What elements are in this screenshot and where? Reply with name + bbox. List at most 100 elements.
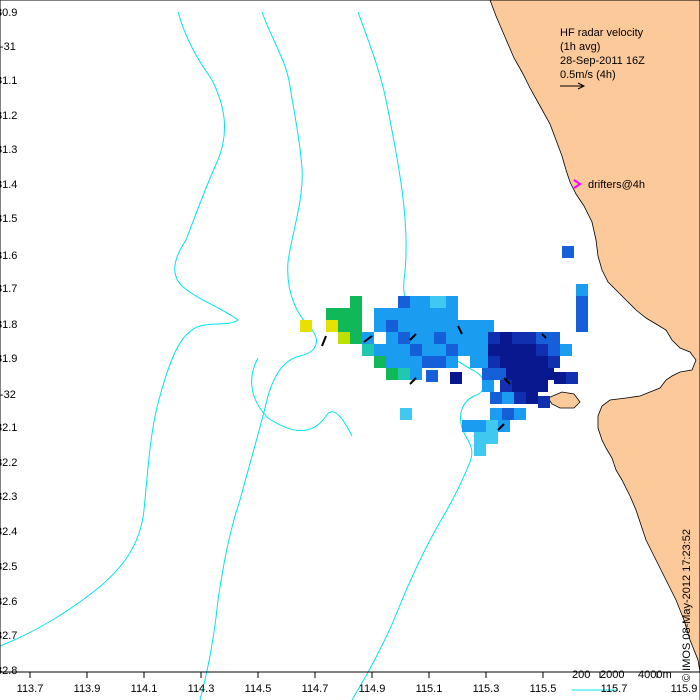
velocity-arrow bbox=[363, 335, 373, 343]
radar-cell bbox=[338, 308, 350, 320]
land-mass bbox=[489, 0, 700, 700]
radar-cell bbox=[410, 320, 422, 332]
radar-cell bbox=[422, 344, 434, 356]
contour-2000m bbox=[199, 11, 317, 700]
radar-cell bbox=[576, 320, 588, 332]
velocity-arrow bbox=[321, 335, 327, 347]
radar-cell bbox=[410, 356, 422, 368]
radar-cell bbox=[554, 372, 566, 384]
velocity-arrow bbox=[409, 377, 417, 385]
radar-cell bbox=[398, 356, 410, 368]
radar-cell bbox=[470, 356, 482, 368]
radar-cell bbox=[398, 344, 410, 356]
radar-cell bbox=[350, 332, 362, 344]
radar-cell bbox=[398, 320, 410, 332]
radar-cell bbox=[500, 356, 512, 368]
radar-cell bbox=[338, 320, 350, 332]
radar-cell bbox=[446, 320, 458, 332]
radar-cell bbox=[398, 332, 410, 344]
radar-cell bbox=[446, 332, 458, 344]
contour-4000m bbox=[0, 11, 239, 647]
radar-cell bbox=[398, 308, 410, 320]
y-tick-label: 32.1 bbox=[0, 422, 17, 434]
radar-cell bbox=[486, 420, 498, 432]
bathymetry-legend-2000: 2000 bbox=[600, 669, 624, 681]
radar-cell bbox=[458, 332, 470, 344]
x-tick-label: 115.7 bbox=[601, 683, 628, 695]
velocity-arrow bbox=[409, 333, 417, 341]
y-tick-label: 32.3 bbox=[0, 491, 17, 503]
radar-cell bbox=[474, 432, 486, 444]
peninsula bbox=[547, 391, 581, 409]
radar-cell bbox=[562, 246, 574, 258]
title-line-1: HF radar velocity bbox=[560, 27, 644, 39]
radar-cell bbox=[410, 296, 422, 308]
y-tick-label: 31.3 bbox=[0, 144, 17, 156]
radar-cell bbox=[422, 308, 434, 320]
radar-cell bbox=[524, 380, 536, 392]
radar-cell bbox=[542, 368, 554, 380]
y-tick-label: 32.8 bbox=[0, 665, 17, 677]
radar-cell bbox=[374, 356, 386, 368]
y-tick-label: 31.9 bbox=[0, 353, 17, 365]
radar-cell bbox=[386, 368, 398, 380]
radar-cell bbox=[512, 332, 524, 344]
radar-cell bbox=[434, 344, 446, 356]
radar-cell bbox=[518, 368, 530, 380]
x-tick-label: 114.7 bbox=[302, 683, 329, 695]
radar-cell bbox=[410, 308, 422, 320]
y-tick-label: 31.6 bbox=[0, 250, 17, 262]
radar-cell bbox=[434, 356, 446, 368]
bathymetry-legend-4000: 4000m bbox=[638, 669, 672, 681]
radar-cell bbox=[538, 396, 550, 408]
radar-cell bbox=[502, 392, 514, 404]
radar-cell bbox=[488, 344, 500, 356]
y-axis-labels: 30.9 -31 31.1 31.2 31.3 31.4 31.5 31.6 3… bbox=[0, 7, 17, 677]
radar-cell bbox=[374, 344, 386, 356]
radar-cell bbox=[576, 284, 588, 296]
y-tick-label: 32.4 bbox=[0, 526, 17, 538]
radar-cell bbox=[386, 344, 398, 356]
radar-cell bbox=[506, 368, 518, 380]
radar-cell bbox=[512, 344, 524, 356]
radar-cell bbox=[386, 320, 398, 332]
y-tick-label: 31.5 bbox=[0, 213, 17, 225]
radar-cell bbox=[548, 332, 560, 344]
x-axis-ticks bbox=[29, 672, 658, 678]
radar-cell bbox=[458, 344, 470, 356]
radar-cell bbox=[500, 332, 512, 344]
radar-cell bbox=[524, 344, 536, 356]
radar-cell bbox=[500, 380, 512, 392]
y-tick-label: 31.7 bbox=[0, 283, 17, 295]
radar-cell bbox=[410, 368, 422, 380]
x-tick-label: 114.9 bbox=[359, 683, 386, 695]
y-tick-label: 31.8 bbox=[0, 319, 17, 331]
radar-cell bbox=[502, 408, 514, 420]
x-axis-labels: 113.7 113.9 114.1 114.3 114.5 114.7 114.… bbox=[17, 683, 698, 695]
x-tick-label: 115.5 bbox=[530, 683, 557, 695]
copyright-notice: © IMOS 08-May-2012 17:23:52 bbox=[681, 529, 693, 682]
radar-cell bbox=[422, 320, 434, 332]
radar-cell bbox=[326, 308, 338, 320]
drifter-marker-icon bbox=[573, 179, 582, 189]
radar-cell bbox=[446, 356, 458, 368]
radar-cell bbox=[350, 308, 362, 320]
bathymetry-legend: 200 2000 4000m bbox=[572, 669, 672, 681]
radar-cell bbox=[548, 356, 560, 368]
y-tick-label: -32 bbox=[0, 389, 16, 401]
radar-cell bbox=[482, 368, 494, 380]
title-line-3: 28-Sep-2011 16Z bbox=[560, 55, 645, 67]
radar-velocity-cells bbox=[300, 246, 588, 456]
radar-cell bbox=[500, 344, 512, 356]
radar-cell bbox=[512, 356, 524, 368]
radar-cell bbox=[474, 444, 486, 456]
radar-cell bbox=[374, 308, 386, 320]
radar-cell bbox=[446, 308, 458, 320]
contour-shelf bbox=[251, 357, 353, 437]
radar-cell bbox=[386, 356, 398, 368]
radar-cell bbox=[350, 296, 362, 308]
radar-cell bbox=[422, 332, 434, 344]
radar-cell bbox=[410, 332, 422, 344]
scale-arrow-icon bbox=[560, 82, 586, 90]
